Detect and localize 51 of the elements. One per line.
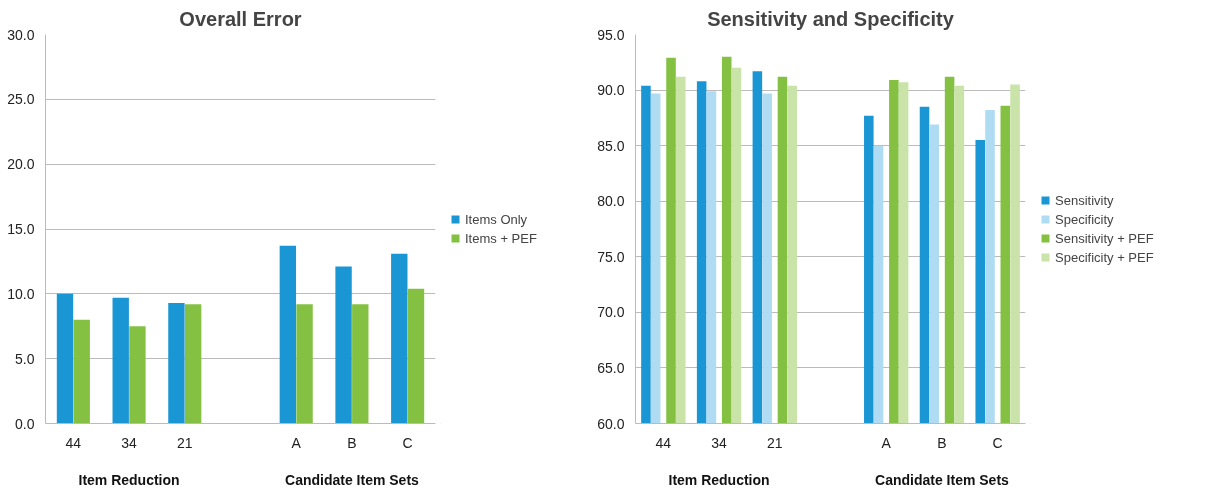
x-tick-label: B <box>937 434 947 451</box>
y-tick-label: 85.0 <box>597 137 625 154</box>
y-tick-label: 90.0 <box>597 82 625 99</box>
y-tick-label: 15.0 <box>7 221 35 237</box>
text: Item Reduction <box>668 471 770 488</box>
legend-label: Items + PEF <box>465 230 537 246</box>
x-tick-label: A <box>291 434 302 451</box>
bar <box>56 293 74 424</box>
text: Candidate Item Sets <box>285 471 420 488</box>
x-tick-label: C <box>402 434 413 451</box>
bar <box>352 304 369 424</box>
y-tick-label: 0.0 <box>15 415 35 432</box>
legend-label: Specificity + PEF <box>1055 249 1154 265</box>
y-tick-label: 70.0 <box>597 304 625 321</box>
text: Item Reduction <box>78 471 180 488</box>
x-tick-label: 21 <box>767 434 783 451</box>
y-tick-label: 80.0 <box>597 193 625 210</box>
x-tick-label: 44 <box>65 434 82 451</box>
bar <box>168 302 185 424</box>
x-tick-label: A <box>881 434 892 451</box>
text: Candidate Item Sets <box>875 471 1010 488</box>
legend-label: Sensitivity <box>1055 192 1114 208</box>
chart-title: Overall Error <box>179 7 302 30</box>
bar <box>112 297 129 424</box>
bar <box>335 266 352 424</box>
x-tick-label: C <box>992 434 1003 451</box>
legend-label: Items Only <box>465 211 528 227</box>
y-tick-label: 10.0 <box>7 285 35 302</box>
bar <box>296 304 313 424</box>
legend-label: Sensitivity + PEF <box>1055 230 1154 246</box>
y-tick-label: 60.0 <box>597 415 625 432</box>
y-tick-label: 20.0 <box>7 156 35 173</box>
bar <box>73 319 90 424</box>
legend-label: Specificity <box>1055 211 1114 227</box>
y-tick-label: 25.0 <box>7 91 35 108</box>
bar <box>184 304 202 424</box>
y-tick-label: 65.0 <box>597 359 625 376</box>
bar <box>407 288 425 424</box>
x-tick-label: 44 <box>655 434 672 451</box>
x-tick-label: 34 <box>121 434 138 451</box>
y-tick-label: 5.0 <box>15 350 35 367</box>
x-tick-label: 34 <box>711 434 728 451</box>
x-tick-label: B <box>347 434 357 451</box>
chart-title: Sensitivity and Specificity <box>707 7 955 30</box>
y-tick-label: 75.0 <box>597 248 625 265</box>
x-tick-label: 21 <box>177 434 193 451</box>
bar <box>391 253 408 424</box>
y-tick-label: 95.0 <box>597 26 625 43</box>
bar <box>279 245 297 424</box>
y-tick-label: 30.0 <box>7 26 35 43</box>
bar <box>129 326 146 424</box>
